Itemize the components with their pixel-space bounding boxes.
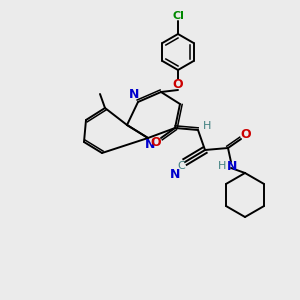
Text: C: C — [177, 161, 185, 171]
Text: N: N — [227, 160, 237, 172]
Text: O: O — [241, 128, 251, 142]
Text: O: O — [151, 136, 161, 149]
Text: H: H — [203, 121, 211, 131]
Text: N: N — [170, 169, 180, 182]
Text: H: H — [218, 161, 226, 171]
Text: O: O — [173, 77, 183, 91]
Text: N: N — [129, 88, 139, 101]
Text: Cl: Cl — [172, 11, 184, 21]
Text: N: N — [145, 139, 155, 152]
